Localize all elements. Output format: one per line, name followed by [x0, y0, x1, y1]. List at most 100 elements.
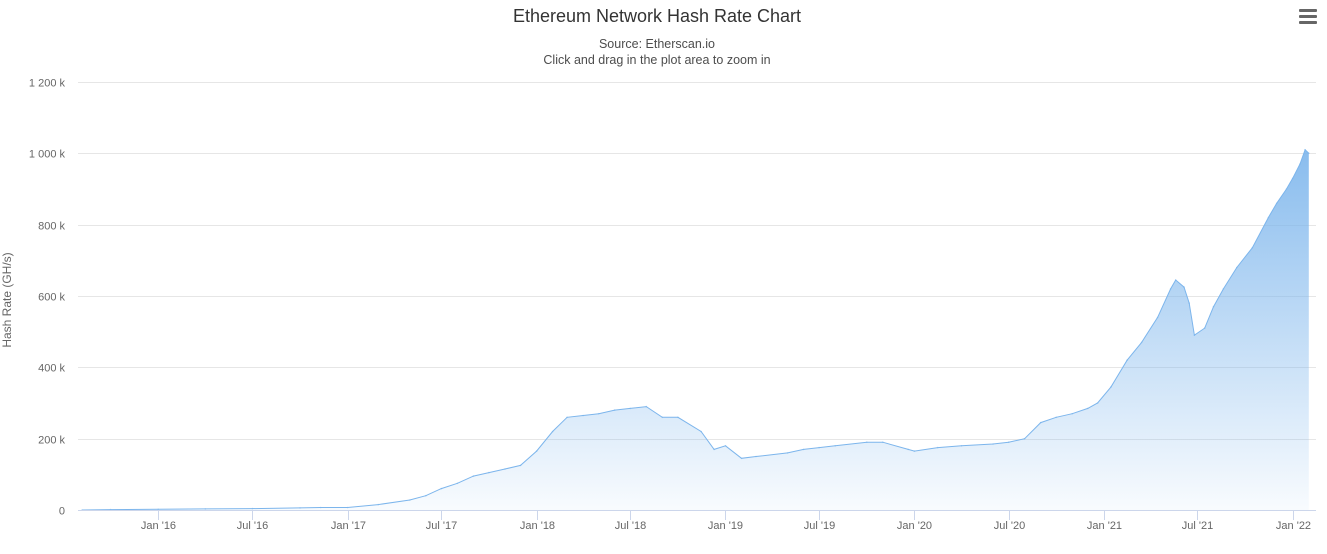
- y-tick-label: 400 k: [38, 363, 65, 375]
- data-point: [913, 450, 916, 452]
- data-point: [1126, 359, 1128, 362]
- x-tick-label: Jan '20: [897, 520, 932, 532]
- x-tick-label: Jan '21: [1087, 520, 1122, 532]
- y-tick-label: 200 k: [38, 435, 65, 447]
- data-point: [1291, 177, 1294, 180]
- x-tick-label: Jan '17: [331, 520, 366, 532]
- data-point: [1007, 441, 1010, 444]
- data-point: [566, 416, 568, 419]
- data-point: [488, 471, 490, 474]
- data-point: [1055, 416, 1057, 419]
- data-point: [992, 443, 994, 445]
- data-point: [1285, 188, 1288, 190]
- data-point: [456, 482, 459, 485]
- x-tick-label: Jan '22: [1276, 520, 1311, 532]
- data-point: [818, 446, 820, 449]
- data-point: [1071, 412, 1073, 415]
- data-point: [1275, 202, 1278, 205]
- data-point: [1023, 437, 1026, 440]
- data-point: [1039, 421, 1042, 424]
- data-point: [251, 507, 254, 510]
- series-area: [82, 149, 1309, 511]
- data-point: [504, 468, 506, 470]
- data-point: [1174, 279, 1177, 281]
- data-point: [960, 445, 963, 447]
- data-point: [1212, 305, 1215, 308]
- data-point: [1304, 149, 1306, 151]
- data-point: [740, 457, 743, 460]
- y-tick-label: 1 000 k: [29, 149, 66, 161]
- data-point: [713, 448, 715, 451]
- data-point: [472, 475, 475, 477]
- data-point: [645, 405, 648, 408]
- data-point: [786, 452, 789, 454]
- data-point: [613, 409, 616, 411]
- data-point: [409, 499, 411, 501]
- data-point: [551, 430, 554, 433]
- data-point: [1087, 407, 1089, 410]
- data-point: [1267, 216, 1270, 219]
- data-point: [1251, 247, 1254, 249]
- y-tick-label: 800 k: [38, 221, 65, 233]
- x-tick-label: Jul '18: [615, 520, 646, 532]
- menu-bar: [1299, 9, 1317, 12]
- data-point: [1203, 327, 1206, 329]
- y-tick-label: 1 200 k: [29, 78, 66, 90]
- data-point: [319, 506, 322, 509]
- x-tick-label: Jul '21: [1182, 520, 1213, 532]
- data-point: [440, 487, 443, 490]
- data-point: [629, 407, 631, 410]
- data-point: [1183, 286, 1185, 288]
- x-tick-label: Jan '18: [520, 520, 555, 532]
- x-tick-label: Jan '19: [708, 520, 743, 532]
- x-tick-label: Jan '16: [141, 520, 176, 532]
- data-point: [1156, 316, 1159, 319]
- data-point: [425, 494, 427, 497]
- data-point: [882, 441, 884, 444]
- x-axis-ticks: Jan '16 Jul '16 Jan '17 Jul '17 Jan '18 Jul '…: [141, 510, 1311, 532]
- data-point: [377, 503, 380, 506]
- data-point: [1308, 152, 1310, 155]
- menu-bar: [1299, 21, 1317, 24]
- zoom-hint: Click and drag in the plot area to zoom …: [543, 53, 771, 67]
- data-point: [661, 416, 664, 419]
- series-group: [81, 148, 1310, 511]
- x-tick-label: Jul '16: [237, 520, 268, 532]
- data-point: [700, 430, 702, 433]
- data-point: [1110, 386, 1112, 388]
- x-tick-label: Jul '20: [994, 520, 1025, 532]
- hamburger-menu-icon[interactable]: [1297, 9, 1319, 29]
- data-point: [597, 412, 600, 415]
- data-point: [1169, 288, 1172, 290]
- data-point: [1236, 266, 1238, 269]
- data-point: [1299, 163, 1301, 165]
- data-point: [755, 455, 757, 458]
- data-point: [936, 446, 939, 449]
- data-point: [1188, 302, 1190, 304]
- data-point: [907, 448, 909, 451]
- data-point: [1222, 288, 1225, 290]
- data-point: [802, 448, 805, 451]
- y-tick-label: 0: [59, 506, 65, 518]
- data-point: [1140, 341, 1143, 344]
- data-point: [346, 506, 349, 509]
- data-point: [677, 416, 679, 419]
- data-point: [299, 507, 301, 509]
- data-point: [724, 445, 727, 447]
- data-point: [204, 508, 207, 510]
- data-point: [157, 508, 159, 511]
- x-tick-label: Jul '19: [804, 520, 835, 532]
- y-axis-ticks: 0 200 k 400 k 600 k 800 k 1 000 k 1 200 k: [29, 78, 66, 518]
- data-point: [1096, 402, 1099, 404]
- data-point: [519, 464, 522, 467]
- data-point: [834, 445, 836, 447]
- data-point: [1193, 334, 1196, 337]
- y-tick-label: 600 k: [38, 292, 65, 304]
- y-axis-label: Hash Rate (GH/s): [0, 252, 14, 347]
- chart-subtitle: Source: Etherscan.io: [598, 37, 716, 51]
- data-point: [535, 450, 538, 452]
- menu-bar: [1299, 15, 1317, 18]
- chart-title: Ethereum Network Hash Rate Chart: [512, 6, 802, 26]
- data-point: [582, 414, 584, 417]
